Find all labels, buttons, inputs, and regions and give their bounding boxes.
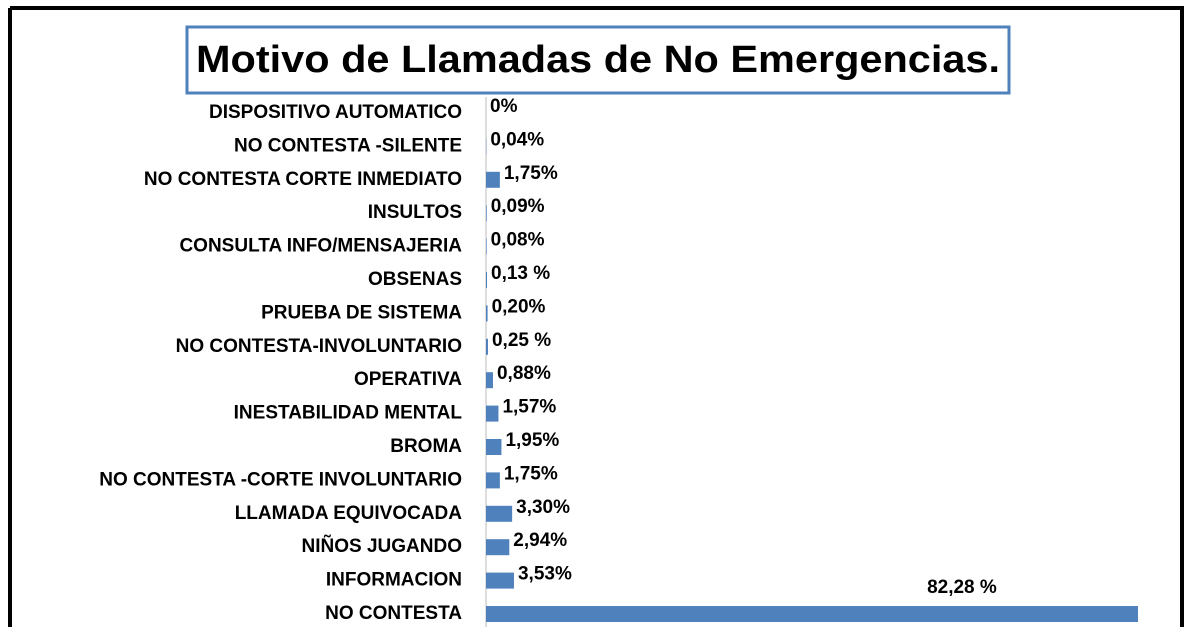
value-label: 82,28 %: [927, 577, 997, 598]
value-label: 1,75%: [504, 463, 558, 484]
category-label: NO CONTESTA -SILENTE: [234, 135, 462, 156]
category-label: NIÑOS JUGANDO: [302, 535, 462, 557]
value-label: 1,57%: [502, 397, 556, 418]
category-label: PRUEBA DE SISTEMA: [261, 302, 462, 323]
value-label: 0,09%: [491, 196, 545, 217]
bar: [486, 572, 514, 589]
value-label: 1,75%: [504, 163, 558, 184]
value-label: 2,94%: [513, 530, 567, 551]
chart-title: Motivo de Llamadas de No Emergencias.: [196, 39, 1000, 81]
bar: [486, 405, 499, 422]
bar: [486, 171, 500, 188]
bar: [486, 238, 487, 255]
value-label: 0,20%: [492, 296, 546, 317]
value-label: 0,08%: [491, 230, 545, 251]
bar: [486, 606, 1138, 622]
category-label: INFORMACION: [326, 570, 462, 591]
bar: [486, 272, 488, 288]
title-box: [185, 25, 1011, 95]
category-label: DISPOSITIVO AUTOMATICO: [209, 102, 462, 123]
category-label: INESTABILIDAD MENTAL: [234, 403, 463, 424]
bar: [486, 439, 502, 455]
value-label: 0,04%: [490, 129, 544, 150]
value-label: 0%: [490, 96, 518, 117]
category-label: LLAMADA EQUIVOCADA: [235, 503, 463, 524]
value-label: 0,13 %: [491, 263, 550, 284]
category-label: OBSENAS: [368, 269, 462, 290]
bar: [486, 505, 513, 522]
value-label: 1,95%: [505, 430, 559, 451]
value-label: 3,53%: [518, 564, 572, 585]
value-label: 0,25 %: [492, 330, 551, 351]
category-label: NO CONTESTA CORTE INMEDIATO: [144, 169, 462, 190]
bar: [486, 372, 493, 389]
value-label: 0,88%: [497, 363, 551, 384]
bar: [486, 305, 488, 322]
category-label: CONSULTA INFO/MENSAJERIA: [179, 236, 462, 257]
category-label: OPERATIVA: [354, 369, 462, 390]
bar: [486, 472, 500, 489]
category-label: NO CONTESTA-INVOLUNTARIO: [176, 336, 462, 357]
category-label: NO CONTESTA -CORTE INVOLUNTARIO: [99, 469, 462, 490]
bar: [486, 338, 488, 355]
bar: [486, 539, 510, 556]
value-label: 3,30%: [516, 497, 570, 518]
category-label: NO CONTESTA: [325, 603, 462, 624]
category-label: BROMA: [390, 436, 462, 457]
category-label: INSULTOS: [368, 202, 462, 223]
bar: [486, 205, 487, 222]
